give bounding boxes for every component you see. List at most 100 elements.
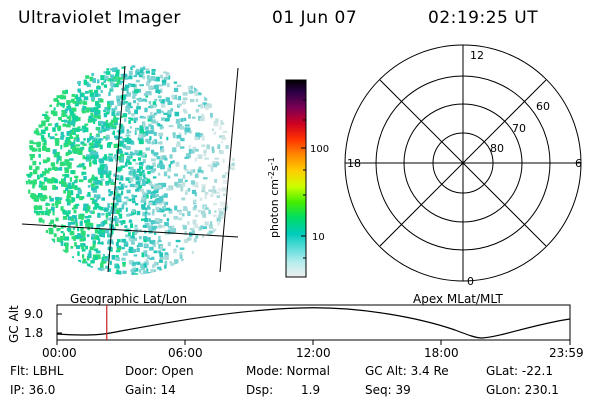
image-pixel bbox=[159, 136, 162, 140]
image-pixel bbox=[81, 171, 84, 176]
image-pixel bbox=[154, 261, 157, 267]
image-pixel bbox=[162, 182, 167, 188]
image-pixel bbox=[201, 184, 206, 187]
image-pixel bbox=[29, 165, 33, 170]
image-pixel bbox=[123, 113, 128, 118]
image-pixel bbox=[153, 269, 157, 273]
image-pixel bbox=[82, 143, 87, 146]
image-pixel bbox=[128, 83, 131, 86]
image-pixel bbox=[203, 151, 207, 157]
image-pixel bbox=[189, 90, 192, 94]
image-pixel bbox=[83, 233, 86, 238]
image-pixel bbox=[222, 130, 228, 134]
image-pixel bbox=[126, 189, 131, 194]
image-pixel bbox=[160, 141, 163, 145]
glat-info: GLat: -22.1 bbox=[486, 364, 553, 378]
image-pixel bbox=[41, 120, 46, 126]
image-pixel bbox=[134, 273, 139, 275]
mlt-label-12: 12 bbox=[470, 49, 484, 62]
image-pixel bbox=[158, 98, 162, 102]
image-pixel bbox=[119, 220, 124, 223]
image-pixel bbox=[120, 140, 124, 143]
image-pixel bbox=[83, 171, 87, 175]
image-pixel bbox=[99, 232, 104, 238]
image-pixel bbox=[133, 254, 138, 257]
image-pixel bbox=[104, 107, 108, 111]
image-pixel bbox=[88, 115, 93, 120]
image-pixel bbox=[104, 128, 108, 131]
image-pixel bbox=[154, 189, 159, 192]
image-pixel bbox=[156, 193, 159, 198]
image-pixel bbox=[133, 118, 137, 123]
image-pixel bbox=[78, 214, 84, 220]
image-pixel bbox=[63, 182, 67, 186]
image-pixel bbox=[89, 246, 94, 251]
image-pixel bbox=[212, 161, 216, 166]
image-pixel bbox=[160, 110, 164, 113]
image-pixel bbox=[112, 83, 116, 88]
image-pixel bbox=[174, 259, 179, 264]
image-pixel bbox=[85, 222, 90, 227]
image-pixel bbox=[52, 151, 57, 154]
image-pixel bbox=[194, 136, 199, 141]
image-pixel bbox=[120, 115, 124, 118]
image-pixel bbox=[71, 107, 77, 112]
image-pixel bbox=[163, 112, 168, 115]
image-pixel bbox=[99, 120, 104, 125]
image-pixel bbox=[128, 106, 133, 109]
image-pixel bbox=[118, 150, 124, 154]
image-pixel bbox=[163, 193, 168, 198]
image-pixel bbox=[38, 210, 44, 214]
image-pixel bbox=[191, 251, 195, 255]
image-pixel bbox=[128, 237, 134, 241]
image-pixel bbox=[45, 111, 49, 114]
filter-info: Flt: LBHL bbox=[10, 364, 64, 378]
image-pixel bbox=[144, 223, 150, 226]
image-pixel bbox=[139, 129, 145, 134]
image-pixel bbox=[72, 182, 75, 187]
image-pixel bbox=[121, 184, 124, 188]
image-pixel bbox=[134, 261, 138, 264]
image-pixel bbox=[111, 255, 115, 260]
image-pixel bbox=[155, 89, 161, 93]
image-pixel bbox=[42, 142, 47, 146]
image-pixel bbox=[149, 257, 152, 261]
image-pixel bbox=[184, 156, 190, 159]
image-pixel bbox=[107, 203, 110, 208]
image-pixel bbox=[97, 242, 102, 245]
image-pixel bbox=[54, 179, 59, 184]
image-pixel bbox=[156, 156, 160, 160]
image-pixel bbox=[91, 72, 95, 76]
image-pixel bbox=[116, 111, 121, 116]
image-pixel bbox=[51, 203, 55, 207]
image-pixel bbox=[153, 139, 158, 145]
image-pixel bbox=[138, 137, 144, 140]
image-pixel bbox=[165, 71, 170, 77]
image-pixel bbox=[197, 154, 203, 159]
image-pixel bbox=[142, 116, 147, 119]
image-pixel bbox=[141, 263, 147, 267]
image-pixel bbox=[92, 254, 97, 260]
image-pixel bbox=[215, 118, 219, 123]
image-pixel bbox=[117, 220, 120, 223]
image-pixel bbox=[134, 89, 139, 93]
image-pixel bbox=[214, 210, 217, 213]
image-pixel bbox=[32, 160, 37, 166]
image-pixel bbox=[84, 106, 87, 109]
image-pixel bbox=[55, 186, 58, 190]
image-pixel bbox=[126, 88, 129, 94]
image-pixel bbox=[59, 181, 64, 185]
image-pixel bbox=[66, 124, 71, 128]
image-pixel bbox=[181, 197, 186, 201]
image-pixel bbox=[81, 162, 85, 168]
image-pixel bbox=[47, 132, 50, 138]
image-pixel bbox=[90, 225, 94, 229]
image-pixel bbox=[171, 94, 175, 99]
gain-info: Gain: 14 bbox=[125, 383, 176, 397]
image-pixel bbox=[82, 155, 86, 160]
image-pixel bbox=[201, 234, 205, 238]
image-pixel bbox=[96, 235, 100, 241]
image-pixel bbox=[120, 186, 124, 190]
image-pixel bbox=[184, 127, 188, 132]
